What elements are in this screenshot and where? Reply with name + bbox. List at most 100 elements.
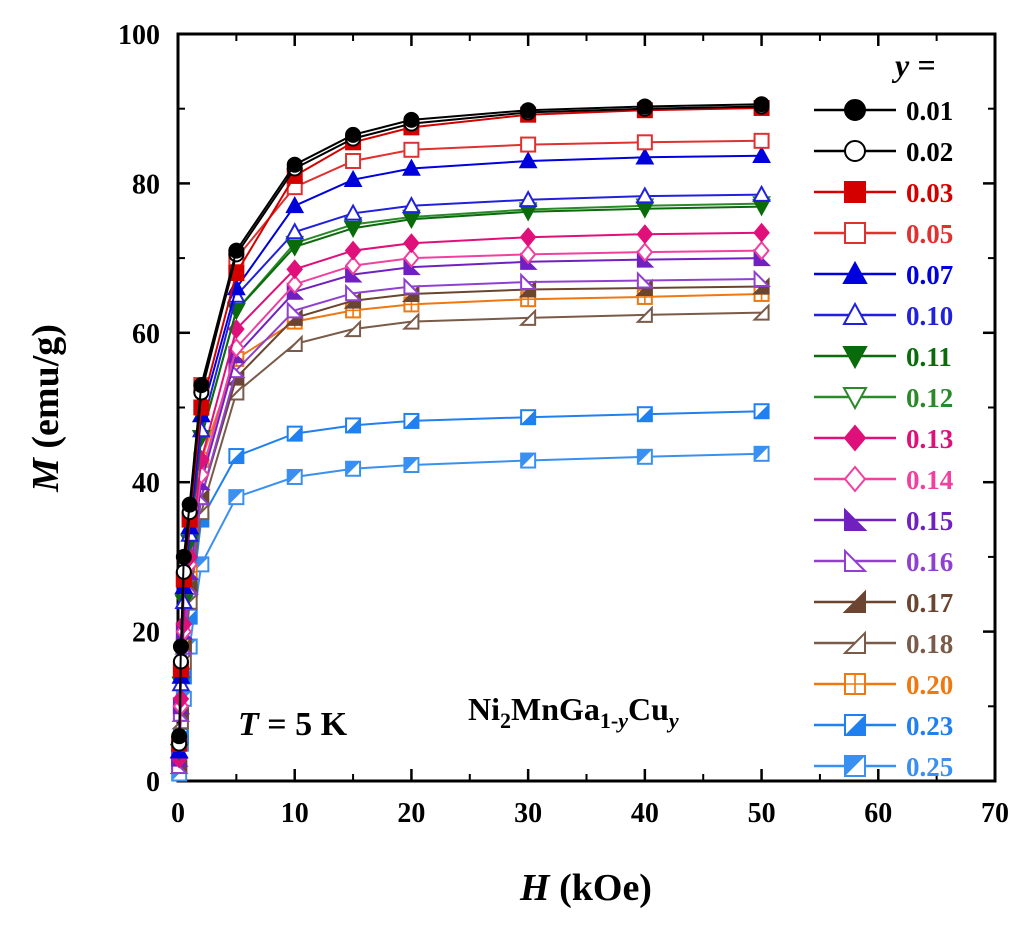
y-tick-label: 100 — [118, 20, 160, 51]
legend-item-0.07: 0.07 — [814, 260, 953, 290]
data-point — [752, 303, 770, 321]
marker-half-fill — [287, 426, 302, 441]
legend-label: 0.05 — [906, 219, 953, 249]
data-point — [636, 242, 654, 263]
legend-label: 0.25 — [906, 752, 953, 782]
data-point — [286, 274, 304, 295]
plot-frame — [176, 32, 997, 783]
marker-half-fill — [346, 461, 361, 476]
data-point — [520, 102, 537, 119]
legend-item-0.23: 0.23 — [814, 711, 953, 741]
marker-half-fill — [229, 490, 244, 505]
data-point — [636, 406, 653, 423]
legend-item-0.16: 0.16 — [814, 547, 953, 577]
y-axis-symbol: M — [25, 457, 67, 493]
data-point — [228, 489, 245, 506]
data-point — [752, 184, 771, 202]
legend-label: 0.02 — [906, 137, 953, 167]
legend-item-0.11: 0.11 — [814, 342, 952, 372]
series-0.15 — [171, 248, 771, 767]
tick-labels: 0 10 20 30 40 50 60 70 0 20 40 60 80 100 — [118, 20, 1009, 829]
data-point — [519, 244, 537, 265]
x-axis-title: H (kOe) — [519, 867, 652, 909]
legend-label: 0.03 — [906, 178, 953, 208]
legend-item-0.25: 0.25 — [814, 752, 953, 782]
legend-marker — [842, 346, 868, 370]
marker-half-fill — [521, 453, 536, 468]
data-point — [345, 460, 362, 477]
data-point — [753, 269, 771, 288]
formula-part-ni: Ni — [468, 691, 500, 727]
axis-ticks — [176, 32, 997, 783]
data-point — [403, 248, 420, 269]
data-point — [343, 203, 363, 221]
legend-item-0.02: 0.02 — [814, 137, 953, 167]
data-point — [518, 308, 537, 326]
legend-marker — [844, 99, 866, 121]
x-tick-label: 20 — [397, 798, 425, 829]
data-point — [344, 240, 362, 261]
data-point — [285, 196, 305, 214]
y-tick-label: 20 — [132, 618, 160, 649]
series-0.01 — [171, 96, 770, 745]
marker-half-fill — [346, 418, 361, 433]
y-axis-unit: (emu/g) — [25, 324, 67, 458]
legend-marker — [844, 714, 866, 736]
data-point — [193, 556, 210, 573]
temperature-symbol: T — [238, 706, 260, 743]
data-point — [753, 96, 770, 113]
data-point — [635, 186, 655, 204]
series-line — [178, 257, 762, 759]
series-0.05 — [171, 132, 770, 752]
data-point — [518, 151, 538, 169]
data-point — [286, 300, 305, 319]
x-tick-label: 70 — [981, 798, 1009, 829]
series-0.13 — [170, 222, 770, 769]
marker-half-fill — [754, 446, 769, 461]
legend-marker — [844, 673, 866, 695]
legend-marker — [842, 630, 866, 654]
marker-half-fill — [521, 410, 536, 425]
data-point — [402, 312, 420, 330]
data-point — [172, 638, 189, 655]
x-tick-label: 60 — [864, 798, 892, 829]
data-point — [345, 283, 363, 302]
data-point — [752, 145, 771, 164]
marker-half-fill — [404, 458, 419, 473]
data-point — [753, 445, 770, 462]
data-point — [519, 227, 537, 248]
legend-item-0.01: 0.01 — [814, 96, 953, 126]
legend-label: 0.13 — [906, 424, 953, 454]
x-tick-label: 0 — [171, 798, 185, 829]
x-tick-label: 30 — [514, 798, 542, 829]
data-point — [181, 496, 198, 513]
formula-part-mnga: MnGa — [511, 691, 600, 727]
data-point — [753, 240, 770, 261]
legend-marker — [842, 387, 868, 411]
legend-marker — [844, 507, 868, 531]
data-point — [403, 233, 420, 254]
legend-marker — [842, 301, 868, 325]
data-point — [636, 448, 653, 465]
data-point — [193, 377, 210, 394]
data-point — [636, 271, 655, 289]
data-point — [635, 147, 655, 165]
data-point — [286, 156, 303, 173]
marker-half-fill — [754, 404, 769, 419]
data-point — [520, 136, 537, 153]
data-point — [344, 255, 362, 276]
series-layer — [169, 96, 771, 782]
y-tick-label: 40 — [132, 468, 160, 499]
legend-marker — [844, 222, 866, 244]
x-axis-symbol: H — [519, 867, 551, 909]
data-point — [285, 222, 305, 240]
legend: 0.01 0.02 0.03 0.05 0.07 0.10 0.11 0.12 0.13 0.14… — [814, 96, 953, 782]
series-0.10 — [169, 184, 771, 759]
marker-half-fill — [637, 407, 652, 422]
formula-part-cu: Cu — [628, 691, 669, 727]
data-point — [402, 196, 421, 214]
data-point — [285, 239, 305, 257]
y-tick-label: 80 — [132, 169, 160, 200]
series-0.02 — [171, 98, 770, 752]
legend-marker — [844, 140, 866, 162]
